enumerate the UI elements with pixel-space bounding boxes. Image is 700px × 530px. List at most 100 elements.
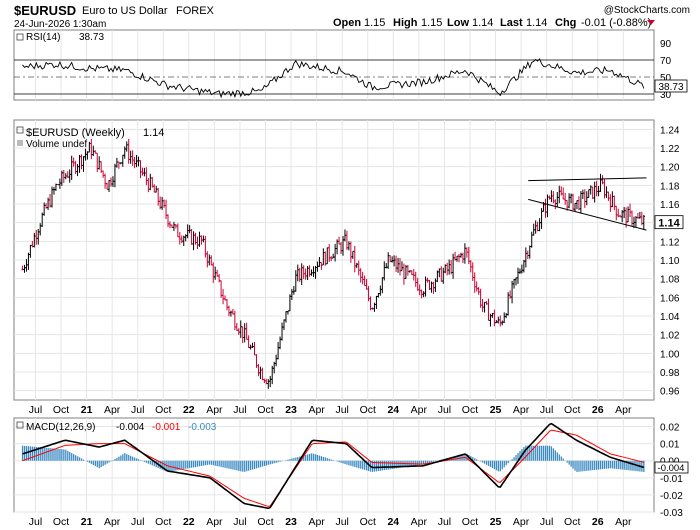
x-axis-label: 25 [490,404,502,416]
macd-histogram-bar [100,460,102,468]
macd-histogram-bar [415,460,417,466]
macd-histogram-bar [346,460,348,465]
macd-histogram-bar [257,460,260,468]
macd-histogram-bar [535,445,537,461]
macd-histogram-bar [417,460,419,466]
macd-histogram-bar [132,456,134,461]
macd-histogram-bar [253,460,256,469]
macd-histogram-bar [432,460,435,462]
macd-badge-value: -0.004 [658,463,685,474]
macd-histogram-bar [454,455,456,461]
macd-histogram-bar [342,460,344,464]
x-axis-label: 21 [81,516,93,528]
macd-histogram-bar [31,446,34,461]
macd-histogram-bar [607,460,610,469]
macd-histogram-bar [489,460,492,467]
macd-histogram-bar [29,446,32,461]
x-axis-label: Apr [104,516,121,528]
macd-histogram-bar [289,459,291,461]
x-axis-label: Jul [438,404,451,416]
macd-histogram-bar [546,445,549,461]
macd-histogram-bar [350,460,352,466]
macd-histogram-bar [322,456,325,461]
macd-histogram-bar [57,448,59,461]
macd-histogram-bar [71,453,73,461]
x-axis-label: 23 [285,404,297,416]
macd-histogram-bar [633,460,635,471]
macd-histogram-bar [133,457,136,461]
macd-histogram-bar [82,459,85,461]
macd-histogram-bar [61,449,63,461]
volume-label: Volume undef [26,139,87,150]
macd-histogram-bar [389,460,391,470]
macd-tick-label: -0.03 [660,508,683,519]
macd-histogram-bar [318,455,321,461]
macd-histogram-bar [531,445,533,461]
macd-histogram-bar [165,460,167,472]
macd-histogram-bar [263,460,266,467]
macd-histogram-bar [487,460,490,466]
macd-histogram-bar [570,460,572,467]
macd-histogram-bar [631,460,633,471]
macd-histogram [21,445,645,472]
macd-histogram-bar [194,460,197,468]
macd-histogram-bar [542,445,545,461]
macd-histogram-bar [202,460,205,466]
rsi-axis: 90 70 50 30 [660,39,672,101]
chart-date: 24-Jun-2026 1:30am [14,19,106,30]
macd-histogram-bar [568,460,570,465]
macd-histogram-bar [474,458,476,461]
macd-histogram-bar [208,460,210,465]
macd-histogram-bar [185,460,187,469]
macd-histogram-bar [285,460,287,461]
macd-histogram-bar [476,459,478,461]
macd-histogram-bar [584,460,586,472]
macd-histogram-bar [137,459,140,461]
rsi-tick-label: 50 [660,73,672,84]
x-axis-label: Jul [335,404,348,416]
macd-histogram-bar [67,450,69,461]
macd-histogram-bar [562,458,564,461]
macd-histogram-bar [277,460,279,463]
macd-histogram-bar [558,454,560,461]
macd-histogram-bar [497,460,500,472]
macd-histogram-bar [78,457,81,461]
macd-histogram-bar [401,460,403,468]
macd-histogram-bar [320,456,323,461]
macd-histogram-bar [110,460,112,462]
price-value: 1.14 [143,127,164,139]
macd-tick-label: 0.02 [660,423,680,434]
macd-histogram-bar [338,460,340,463]
last-label: Last [500,17,523,29]
macd-histogram-bar [69,451,71,461]
macd-histogram-bar [316,454,319,461]
macd-histogram-bar [419,460,421,465]
macd-histogram-bar [511,459,513,461]
macd-histogram-bar [189,460,191,469]
x-axis-label: Jul [29,516,42,528]
price-tick-label: 1.20 [660,163,680,174]
x-axis-label: 22 [183,516,195,528]
macd-tick-label: -0.02 [660,491,683,502]
macd-histogram-bar [483,460,486,464]
macd-histogram-bar [279,460,281,462]
macd-histogram-bar [472,457,474,461]
price-tick-label: 1.02 [660,331,680,342]
macd-histogram-bar [92,460,94,465]
macd-histogram-bar [336,460,338,462]
macd-histogram-bar [265,460,268,466]
price-tick-label: 1.00 [660,349,680,360]
macd-badge [654,461,689,474]
macd-histogram-bar [348,460,350,466]
rsi-tick-label: 90 [660,39,672,50]
macd-histogram-bar [603,460,606,469]
trendline-upper [528,177,647,182]
macd-histogram-bar [590,460,592,471]
macd-histogram-bar [238,460,240,471]
macd-histogram-bar [360,460,362,469]
macd-histogram-bar [430,460,433,463]
macd-histogram-bar [204,460,207,466]
rsi-tick-label: 30 [660,90,672,101]
macd-histogram-bar [171,460,173,472]
macd-histogram-bar [246,460,248,472]
